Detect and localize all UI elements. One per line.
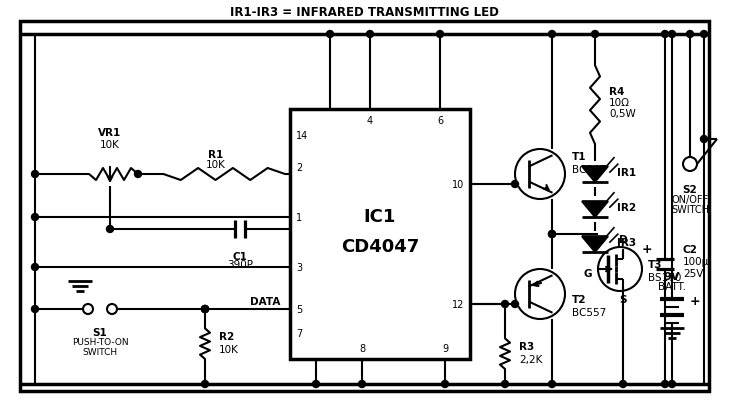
Circle shape [31, 306, 39, 313]
Polygon shape [582, 237, 608, 252]
Circle shape [512, 301, 518, 308]
Circle shape [437, 31, 443, 38]
Text: 2: 2 [296, 163, 303, 173]
Text: 14: 14 [296, 131, 308, 141]
Text: D: D [619, 234, 628, 245]
Text: C1: C1 [233, 252, 247, 261]
Text: +: + [642, 243, 652, 256]
Circle shape [548, 231, 555, 238]
Text: CD4047: CD4047 [341, 237, 419, 255]
Text: 9V: 9V [663, 271, 680, 281]
Text: IR1: IR1 [617, 168, 636, 178]
Circle shape [134, 171, 141, 178]
Circle shape [327, 31, 333, 38]
Text: 7: 7 [296, 328, 303, 338]
Text: R4: R4 [609, 87, 624, 97]
Text: 10K: 10K [219, 345, 239, 355]
Circle shape [687, 31, 693, 38]
Text: 8: 8 [359, 343, 365, 353]
Text: 10: 10 [452, 180, 464, 189]
Text: 10K: 10K [100, 139, 120, 150]
Text: T2: T2 [572, 294, 587, 304]
Text: 6: 6 [437, 116, 443, 126]
Text: DATA: DATA [249, 296, 280, 306]
Text: 25V: 25V [683, 268, 703, 278]
Text: SWITCH: SWITCH [82, 347, 117, 356]
Circle shape [512, 181, 518, 188]
Circle shape [548, 380, 555, 388]
Circle shape [668, 31, 676, 38]
Text: C2: C2 [683, 245, 698, 254]
Circle shape [548, 231, 555, 238]
Text: SWITCH: SWITCH [671, 204, 709, 214]
Text: 5: 5 [296, 304, 303, 314]
Text: S: S [619, 294, 627, 304]
Circle shape [359, 380, 365, 388]
Circle shape [106, 226, 114, 233]
Text: PUSH-TO-ON: PUSH-TO-ON [71, 337, 128, 346]
Text: IC1: IC1 [364, 207, 396, 225]
Text: BATT.: BATT. [658, 281, 686, 291]
Text: IR1-IR3 = INFRARED TRANSMITTING LED: IR1-IR3 = INFRARED TRANSMITTING LED [230, 5, 499, 18]
Text: 4: 4 [367, 116, 373, 126]
Circle shape [201, 306, 208, 313]
Text: 1: 1 [296, 213, 302, 222]
Circle shape [620, 380, 626, 388]
Text: BC547: BC547 [572, 164, 607, 175]
Text: R1: R1 [208, 150, 223, 160]
Circle shape [701, 31, 708, 38]
Text: T3: T3 [648, 259, 663, 270]
Circle shape [661, 31, 668, 38]
Circle shape [201, 306, 208, 313]
Circle shape [31, 171, 39, 178]
Circle shape [668, 380, 676, 388]
Circle shape [502, 380, 509, 388]
Text: 9: 9 [442, 343, 448, 353]
Circle shape [201, 380, 208, 388]
Text: S1: S1 [93, 327, 107, 337]
Circle shape [591, 31, 599, 38]
Text: T1: T1 [572, 152, 587, 162]
Circle shape [442, 380, 448, 388]
Text: G: G [583, 268, 592, 278]
Text: 10K: 10K [206, 160, 225, 170]
Text: 100μ: 100μ [683, 256, 709, 266]
Text: R3: R3 [519, 342, 534, 352]
Circle shape [31, 264, 39, 271]
Text: BC557: BC557 [572, 307, 607, 317]
Bar [290, 110, 470, 359]
Polygon shape [582, 202, 608, 217]
Text: 3: 3 [296, 262, 302, 272]
Circle shape [701, 136, 708, 143]
Text: VR1: VR1 [98, 128, 122, 138]
Circle shape [31, 214, 39, 221]
Circle shape [201, 306, 208, 313]
Circle shape [502, 301, 509, 308]
Text: IR3: IR3 [617, 237, 636, 247]
Text: 390P: 390P [227, 259, 253, 270]
Polygon shape [582, 167, 608, 182]
Text: 10Ω: 10Ω [609, 98, 630, 108]
Text: IR2: IR2 [617, 202, 636, 213]
Text: R2: R2 [219, 332, 234, 342]
Circle shape [661, 380, 668, 388]
Circle shape [548, 31, 555, 38]
Text: BS170: BS170 [648, 272, 682, 282]
Text: ON/OFF: ON/OFF [671, 195, 709, 204]
Text: +: + [690, 295, 701, 308]
Text: 2,2K: 2,2K [519, 355, 542, 364]
Text: 0,5W: 0,5W [609, 109, 636, 119]
Circle shape [313, 380, 319, 388]
Text: S2: S2 [682, 184, 698, 195]
Text: 12: 12 [452, 299, 464, 309]
Circle shape [367, 31, 373, 38]
